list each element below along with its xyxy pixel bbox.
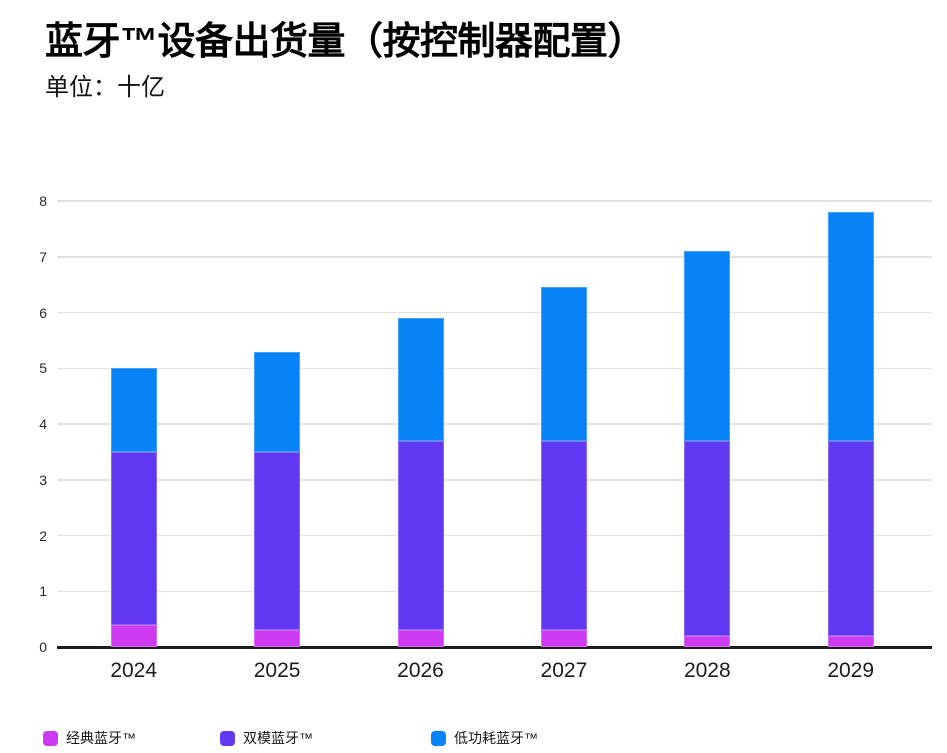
gridline — [57, 590, 932, 592]
bar-segment-2024-series-2[interactable] — [110, 368, 157, 452]
gridline — [57, 200, 932, 202]
y-axis-tick-label: 7 — [39, 248, 47, 265]
x-axis-line — [57, 645, 932, 649]
x-axis-tick-label: 2029 — [827, 659, 875, 682]
gridline — [57, 423, 932, 425]
bar-segment-2026-series-2[interactable] — [397, 318, 444, 441]
bar-segment-2027-series-0[interactable] — [540, 630, 587, 647]
legend-label: 经典蓝牙™ — [66, 730, 136, 746]
chart-title: 蓝牙™设备出货量（按控制器配置） — [45, 21, 646, 63]
y-axis-tick-label: 3 — [39, 471, 47, 488]
x-axis-tick-label: 2027 — [540, 659, 588, 682]
x-axis-tick-label: 2028 — [683, 659, 731, 682]
bar-segment-2025-series-2[interactable] — [254, 351, 301, 452]
bar-segment-2027-series-1[interactable] — [540, 440, 587, 631]
legend-item-series-1[interactable]: 双模蓝牙™ — [220, 730, 313, 746]
bar-segment-2027-series-2[interactable] — [540, 287, 587, 441]
gridline — [57, 534, 932, 537]
gridline — [57, 367, 932, 369]
bar-segment-2028-series-2[interactable] — [684, 251, 731, 441]
bar-segment-2029-series-1[interactable] — [827, 440, 874, 636]
bar-segment-2026-series-0[interactable] — [397, 630, 444, 647]
legend-swatch — [431, 730, 446, 746]
chart-subtitle: 单位：十亿 — [45, 74, 165, 101]
y-axis-tick-label: 5 — [39, 360, 47, 377]
bar-segment-2025-series-0[interactable] — [254, 630, 301, 647]
bar-segment-2029-series-2[interactable] — [827, 212, 874, 441]
y-axis-tick-label: 6 — [39, 304, 47, 321]
legend-swatch — [220, 730, 235, 746]
bar-segment-2029-series-0[interactable] — [827, 635, 874, 647]
x-axis-tick-label: 2026 — [397, 659, 444, 682]
legend-label: 低功耗蓝牙™ — [454, 730, 538, 746]
gridline — [57, 256, 932, 258]
gridline — [57, 479, 932, 481]
bar-segment-2025-series-1[interactable] — [254, 451, 301, 631]
y-axis-tick-label: 8 — [39, 193, 47, 209]
x-axis-tick-label: 2024 — [110, 659, 158, 682]
x-axis-tick-label: 2025 — [253, 659, 301, 682]
bar-segment-2026-series-1[interactable] — [397, 440, 444, 631]
legend-swatch — [43, 730, 58, 746]
legend-item-series-2[interactable]: 低功耗蓝牙™ — [431, 730, 538, 746]
gridline — [57, 311, 932, 314]
y-axis-tick-label: 4 — [39, 416, 47, 432]
bar-segment-2024-series-0[interactable] — [110, 624, 157, 647]
bar-segment-2028-series-0[interactable] — [684, 635, 731, 647]
bar-segment-2024-series-1[interactable] — [110, 451, 157, 625]
bar-segment-2028-series-1[interactable] — [684, 440, 731, 636]
y-axis-tick-label: 2 — [39, 527, 47, 544]
y-axis-tick-label: 0 — [39, 639, 47, 655]
legend-label: 双模蓝牙™ — [243, 730, 313, 746]
legend-item-series-0[interactable]: 经典蓝牙™ — [43, 730, 136, 746]
y-axis-tick-label: 1 — [39, 583, 47, 600]
